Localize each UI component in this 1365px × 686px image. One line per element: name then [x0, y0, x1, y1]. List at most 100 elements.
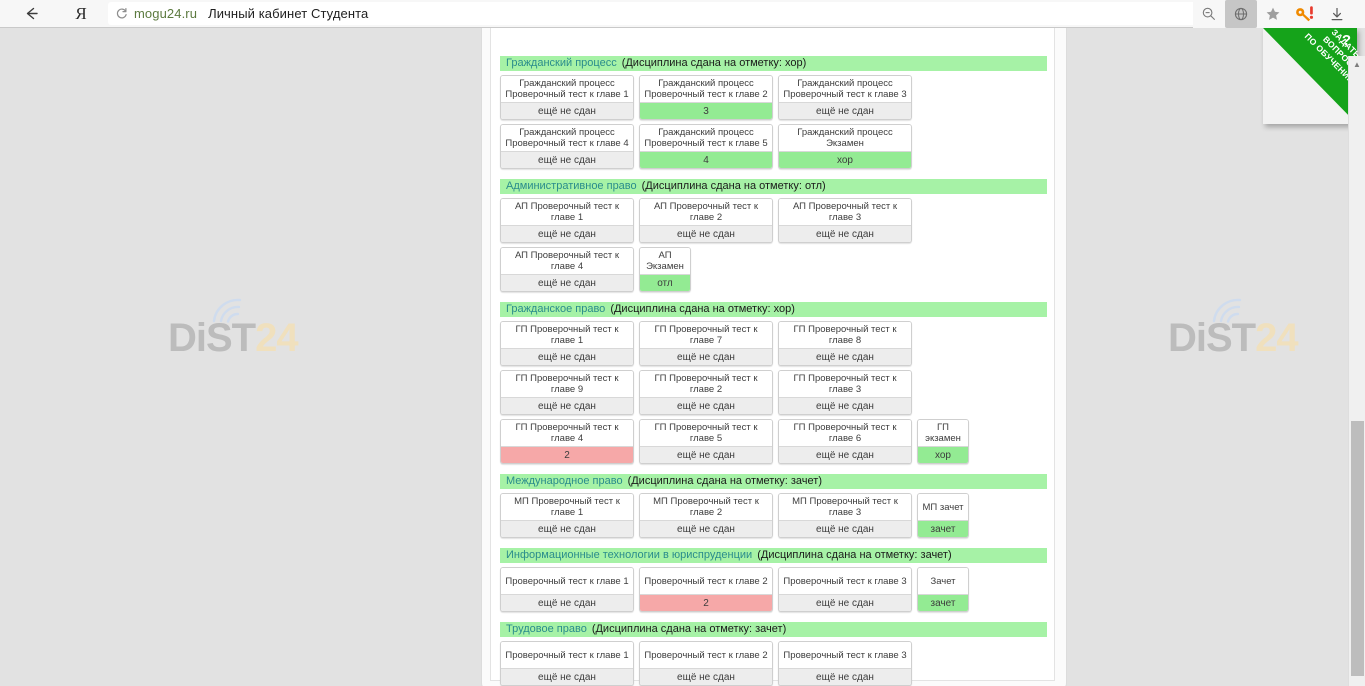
test-tile-label: АП Проверочный тест к главе 1	[501, 199, 633, 225]
address-bar-page-title: Личный кабинет Студента	[208, 6, 369, 21]
discipline-section: Трудовое право (Дисциплина сдана на отмет…	[500, 622, 1047, 686]
test-tile[interactable]: МП Проверочный тест к главе 2 ещё не сдан	[639, 493, 773, 538]
discipline-grade-note: (Дисциплина сдана на отметку: зачет)	[757, 549, 952, 561]
test-tile[interactable]: Гражданский процесс Проверочный тест к г…	[639, 75, 773, 120]
test-tile[interactable]: ГП Проверочный тест к главе 7 ещё не сдан	[639, 321, 773, 366]
page-viewport: DiST24 DiST24 DiST24 Гражданский процесс…	[0, 28, 1365, 686]
discipline-header: Трудовое право (Дисциплина сдана на отмет…	[500, 622, 1047, 637]
test-tile[interactable]: АП Экзамен отл	[639, 247, 691, 292]
discipline-grade-note: (Дисциплина сдана на отметку: зачет)	[627, 475, 822, 487]
discipline-header: Гражданский процесс (Дисциплина сдана на …	[500, 56, 1047, 71]
test-tile-status: ещё не сдан	[501, 397, 633, 414]
test-tile-status: хор	[779, 151, 911, 168]
back-arrow-icon[interactable]	[16, 0, 46, 28]
test-tile[interactable]: ГП Проверочный тест к главе 8 ещё не сдан	[778, 321, 912, 366]
test-tile-label: ГП Проверочный тест к главе 7	[640, 322, 772, 348]
test-tile-grid: ГП Проверочный тест к главе 1 ещё не сдан…	[500, 321, 1047, 468]
ribbon-question-mark: ?	[1341, 32, 1351, 49]
test-tile-status: ещё не сдан	[501, 520, 633, 537]
test-tile-status: ещё не сдан	[501, 668, 633, 685]
test-tile[interactable]: Гражданский процесс Проверочный тест к г…	[500, 75, 634, 120]
test-tile-status: ещё не сдан	[779, 520, 911, 537]
discipline-list: Гражданский процесс (Дисциплина сдана на …	[500, 56, 1047, 686]
test-tile-status: 2	[501, 446, 633, 463]
page-scrollbar[interactable]: ▲ ▼	[1348, 56, 1365, 686]
test-tile-label: Проверочный тест к главе 1	[501, 642, 633, 668]
translate-globe-icon[interactable]	[1225, 0, 1257, 28]
discipline-section: Гражданское право (Дисциплина сдана на от…	[500, 302, 1047, 468]
test-tile-label: ГП Проверочный тест к главе 1	[501, 322, 633, 348]
test-tile[interactable]: Проверочный тест к главе 3 ещё не сдан	[778, 567, 912, 612]
ribbon-paper-fold	[1263, 28, 1357, 124]
address-bar-domain: mogu24.ru	[134, 6, 198, 21]
test-tile-status: хор	[918, 446, 968, 463]
discipline-title: Гражданский процесс	[506, 57, 617, 69]
discipline-header: Информационные технологии в юриспруденци…	[500, 548, 1047, 563]
test-tile-label: Проверочный тест к главе 3	[779, 568, 911, 594]
test-tile-status: ещё не сдан	[501, 348, 633, 365]
test-tile-label: Гражданский процесс Проверочный тест к г…	[501, 76, 633, 102]
test-tile[interactable]: АП Проверочный тест к главе 3 ещё не сдан	[778, 198, 912, 243]
download-icon[interactable]	[1321, 0, 1353, 28]
yandex-logo-icon[interactable]: Я	[75, 3, 87, 23]
bookmark-star-icon[interactable]	[1257, 0, 1289, 28]
test-tile[interactable]: МП Проверочный тест к главе 3 ещё не сдан	[778, 493, 912, 538]
test-tile[interactable]: МП Проверочный тест к главе 1 ещё не сдан	[500, 493, 634, 538]
test-tile-status: ещё не сдан	[640, 668, 772, 685]
test-tile-grid: Проверочный тест к главе 1 ещё не сдан Про…	[500, 567, 1047, 616]
test-tile-grid: Гражданский процесс Проверочный тест к г…	[500, 75, 1047, 173]
test-tile-grid: МП Проверочный тест к главе 1 ещё не сдан…	[500, 493, 1047, 542]
test-tile-label: ГП экзамен	[918, 420, 968, 446]
discipline-grade-note: (Дисциплина сдана на отметку: хор)	[610, 303, 795, 315]
test-tile[interactable]: ГП Проверочный тест к главе 9 ещё не сдан	[500, 370, 634, 415]
test-tile[interactable]: Зачет зачет	[917, 567, 969, 612]
test-tile[interactable]: АП Проверочный тест к главе 2 ещё не сдан	[639, 198, 773, 243]
scroll-up-arrow-icon[interactable]: ▲	[1353, 60, 1361, 69]
password-key-warning-icon[interactable]	[1289, 0, 1321, 28]
test-tile-label: ГП Проверочный тест к главе 6	[779, 420, 911, 446]
test-tile[interactable]: Гражданский процесс Проверочный тест к г…	[500, 124, 634, 169]
test-tile[interactable]: АП Проверочный тест к главе 4 ещё не сдан	[500, 247, 634, 292]
watermark-right: DiST24	[1168, 298, 1299, 358]
test-tile-status: ещё не сдан	[779, 446, 911, 463]
test-tile[interactable]: ГП Проверочный тест к главе 6 ещё не сдан	[778, 419, 912, 464]
test-tile-label: ГП Проверочный тест к главе 5	[640, 420, 772, 446]
test-tile[interactable]: Проверочный тест к главе 2 ещё не сдан	[639, 641, 773, 686]
test-tile-label: МП Проверочный тест к главе 2	[640, 494, 772, 520]
test-tile[interactable]: МП зачет зачет	[917, 493, 969, 538]
test-tile[interactable]: Гражданский процесс Проверочный тест к г…	[639, 124, 773, 169]
watermark-text-accent: 24	[255, 316, 298, 360]
test-tile[interactable]: ГП Проверочный тест к главе 3 ещё не сдан	[778, 370, 912, 415]
test-tile-status: ещё не сдан	[779, 102, 911, 119]
reload-icon[interactable]	[108, 7, 134, 20]
discipline-section: Информационные технологии в юриспруденци…	[500, 548, 1047, 616]
test-tile-label: ГП Проверочный тест к главе 9	[501, 371, 633, 397]
test-tile[interactable]: ГП Проверочный тест к главе 2 ещё не сдан	[639, 370, 773, 415]
test-tile-status: 3	[640, 102, 772, 119]
test-tile[interactable]: Гражданский процесс Экзамен хор	[778, 124, 912, 169]
discipline-grade-note: (Дисциплина сдана на отметку: зачет)	[591, 623, 787, 635]
test-tile[interactable]: ГП экзамен хор	[917, 419, 969, 464]
test-tile-status: ещё не сдан	[640, 446, 772, 463]
test-tile-label: Зачет	[918, 568, 968, 594]
test-tile[interactable]: Проверочный тест к главе 3 ещё не сдан	[778, 641, 912, 686]
address-bar[interactable]: mogu24.ru Личный кабинет Студента	[108, 2, 1193, 25]
test-tile-status: ещё не сдан	[640, 397, 772, 414]
test-tile[interactable]: Проверочный тест к главе 1 ещё не сдан	[500, 567, 634, 612]
watermark-text-main: DiST	[168, 316, 256, 360]
test-tile-status: ещё не сдан	[640, 348, 772, 365]
test-tile[interactable]: Проверочный тест к главе 1 ещё не сдан	[500, 641, 634, 686]
test-tile-label: АП Проверочный тест к главе 2	[640, 199, 772, 225]
zoom-out-icon[interactable]	[1193, 0, 1225, 28]
test-tile-status: 2	[640, 594, 772, 611]
ask-question-ribbon[interactable]: ? ЗАДАТЬ ВОПРОС ПО ОБУЧЕНИЮ	[1263, 28, 1363, 128]
test-tile[interactable]: Гражданский процесс Проверочный тест к г…	[778, 75, 912, 120]
test-tile[interactable]: ГП Проверочный тест к главе 5 ещё не сдан	[639, 419, 773, 464]
test-tile[interactable]: ГП Проверочный тест к главе 1 ещё не сдан	[500, 321, 634, 366]
test-tile[interactable]: АП Проверочный тест к главе 1 ещё не сдан	[500, 198, 634, 243]
scrollbar-thumb[interactable]	[1351, 421, 1364, 676]
test-tile-label: Гражданский процесс Проверочный тест к г…	[640, 125, 772, 151]
test-tile-status: отл	[640, 274, 690, 291]
